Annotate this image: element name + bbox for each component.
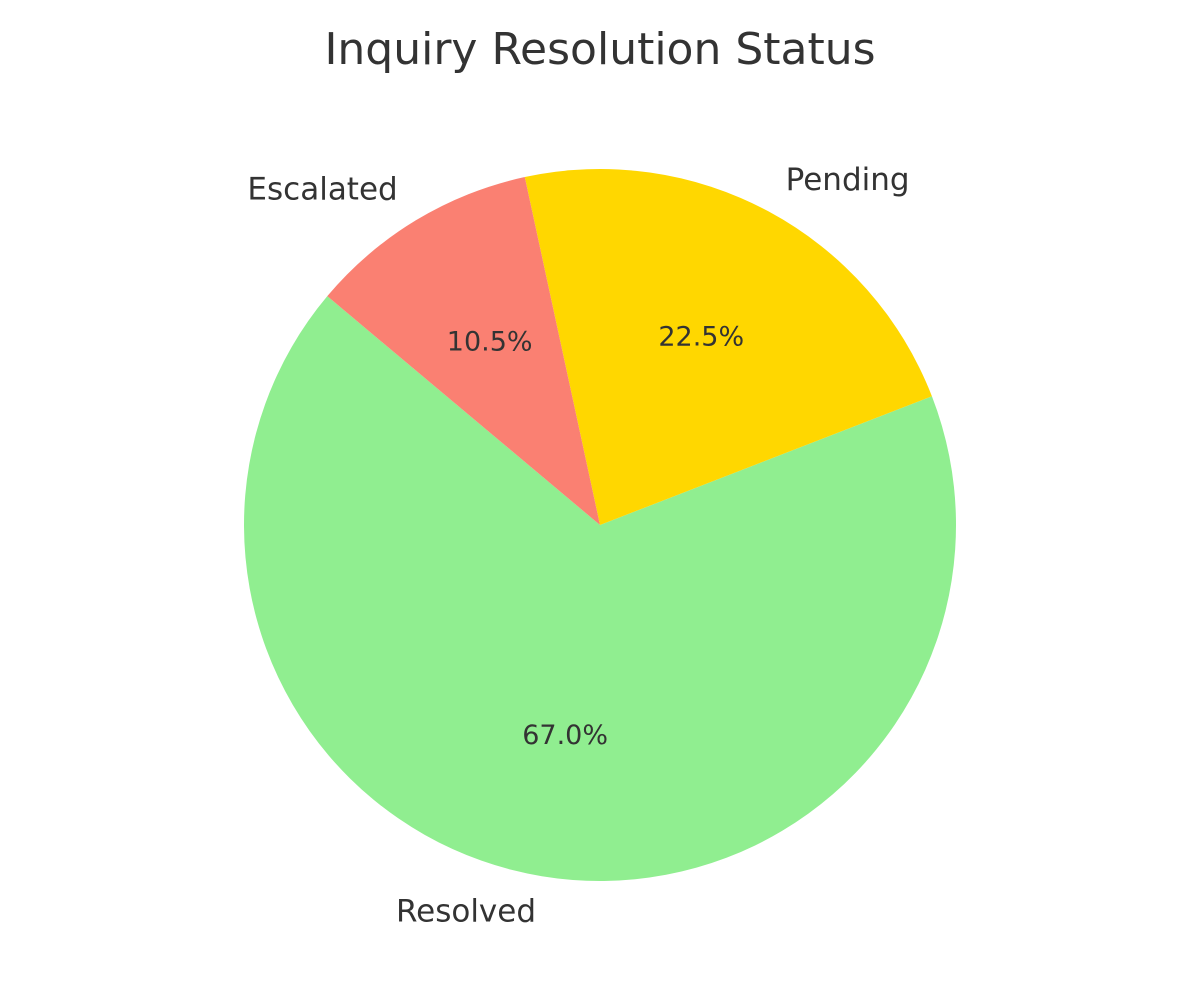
pie-slice-escalated (327, 177, 600, 525)
chart-title: Inquiry Resolution Status (324, 24, 876, 75)
pie-value-label-resolved: 67.0% (522, 720, 608, 751)
pie-category-label-resolved: Resolved (396, 893, 536, 929)
pie-category-label-escalated: Escalated (247, 172, 397, 208)
pie-value-label-escalated: 10.5% (447, 327, 533, 358)
pie-labels: 67.0% Resolved 22.5% Pending 10.5% Escalated (247, 162, 909, 929)
pie-slices (244, 169, 957, 881)
pie-slice-pending (524, 169, 932, 525)
pie-category-label-pending: Pending (786, 162, 910, 198)
pie-value-label-pending: 22.5% (658, 321, 744, 352)
pie-slice-resolved (244, 296, 957, 881)
